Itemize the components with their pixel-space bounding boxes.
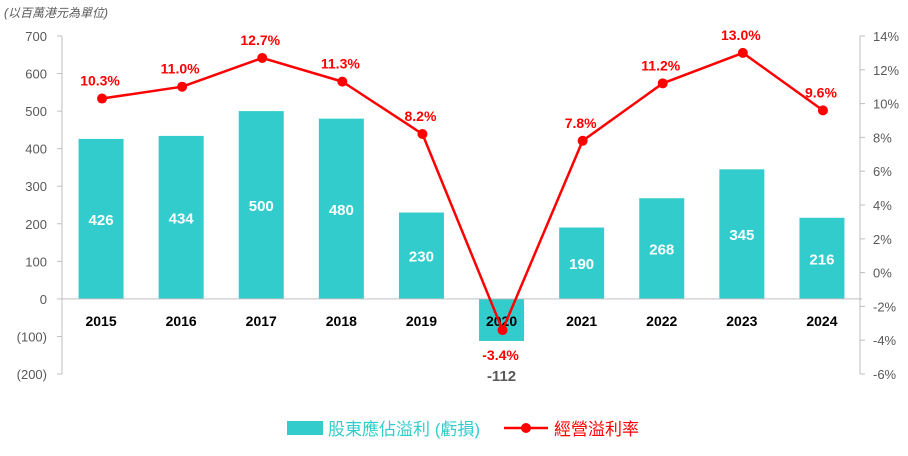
right-axis-tick-label: 12% xyxy=(873,63,899,78)
margin-value-label: 11.2% xyxy=(641,57,680,73)
margin-point xyxy=(817,105,828,116)
left-axis: 700 600 500 400 300 200 100 0 (100) (200) xyxy=(17,29,63,382)
bar-value-label: 268 xyxy=(649,242,674,259)
margin-value-label: 10.3% xyxy=(80,73,120,89)
margin-point xyxy=(577,135,588,146)
margin-point xyxy=(257,52,268,63)
right-axis-tick-label: 4% xyxy=(873,198,892,213)
right-axis-tick-label: -6% xyxy=(873,367,897,382)
right-axis-tick-label: 0% xyxy=(873,266,892,281)
bar-value-label: 230 xyxy=(409,249,434,266)
margin-value-label: 12.7% xyxy=(240,32,280,48)
margin-value-label: 13.0% xyxy=(721,27,761,43)
bar-value-label: -112 xyxy=(487,368,516,385)
right-axis-tick-label: 10% xyxy=(873,97,899,112)
bar-2018 xyxy=(318,118,364,299)
category-label: 2018 xyxy=(326,313,357,329)
left-axis-tick-label: (200) xyxy=(17,367,47,382)
left-axis-tick-label: (100) xyxy=(17,329,47,344)
legend-line-label: 經營溢利率 xyxy=(554,420,639,439)
margin-point xyxy=(177,81,188,92)
legend-bar-swatch xyxy=(287,421,323,435)
bar-2019 xyxy=(398,212,444,299)
bar-series: 426 434 500 480 230 -112 190 268 345 216 xyxy=(61,111,862,385)
left-axis-tick-label: 600 xyxy=(25,67,47,82)
margin-value-label: 11.3% xyxy=(321,56,360,72)
right-axis-tick-label: 14% xyxy=(873,29,899,44)
bar-2017 xyxy=(238,111,284,299)
bar-2021 xyxy=(559,227,605,299)
margin-line xyxy=(101,51,824,332)
left-axis-tick-label: 400 xyxy=(25,142,47,157)
left-axis-tick-label: 0 xyxy=(40,292,47,307)
line-series: 10.3% 11.0% 12.7% 11.3% 8.2% -3.4% 7.8% 11.2% 13… xyxy=(80,27,837,363)
right-axis-tick-label: 6% xyxy=(873,164,892,179)
legend-bar-label: 股東應佔溢利 (虧損) xyxy=(328,419,480,439)
category-label: 2024 xyxy=(806,313,837,329)
margin-value-label: 8.2% xyxy=(404,108,436,124)
category-label: 2016 xyxy=(166,313,197,329)
bar-value-label: 500 xyxy=(249,198,274,215)
category-labels: 2015 2016 2017 2018 2019 2020 2021 2022 2023 2024 xyxy=(85,313,837,329)
margin-value-label: 9.6% xyxy=(805,84,837,100)
right-axis: 14% 12% 10% 8% 6% 4% 2% 0% -2% -4% -6% xyxy=(859,29,899,382)
margin-point xyxy=(417,129,428,140)
bar-value-label: 190 xyxy=(569,256,594,273)
bar-value-label: 426 xyxy=(89,212,114,229)
margin-value-label: 7.8% xyxy=(565,115,597,131)
margin-value-label: -3.4% xyxy=(482,347,519,363)
bar-value-label: 434 xyxy=(169,210,195,227)
margin-point xyxy=(497,325,508,336)
left-axis-tick-label: 200 xyxy=(25,217,47,232)
bar-2024 xyxy=(799,217,845,299)
left-axis-tick-label: 300 xyxy=(25,179,47,194)
category-label: 2017 xyxy=(246,313,277,329)
legend-line-marker xyxy=(521,423,531,433)
category-label: 2020 xyxy=(486,313,517,329)
margin-point xyxy=(97,93,108,104)
unit-label: (以百萬港元為單位) xyxy=(4,6,108,20)
right-axis-tick-label: 2% xyxy=(873,232,892,247)
bar-2023 xyxy=(719,169,765,299)
margin-point xyxy=(337,76,348,87)
margin-value-label: 11.0% xyxy=(161,61,200,77)
category-label: 2023 xyxy=(726,313,757,329)
right-axis-tick-label: -2% xyxy=(873,299,897,314)
left-axis-tick-label: 500 xyxy=(25,104,47,119)
bar-2015 xyxy=(78,138,124,299)
right-axis-tick-label: -4% xyxy=(873,333,897,348)
category-label: 2015 xyxy=(85,313,116,329)
right-axis-tick-label: 8% xyxy=(873,130,892,145)
bar-value-label: 480 xyxy=(329,202,354,219)
category-label: 2019 xyxy=(406,313,437,329)
left-axis-tick-label: 100 xyxy=(25,254,47,269)
margin-point xyxy=(737,47,748,58)
category-label: 2022 xyxy=(646,313,677,329)
legend: 股東應佔溢利 (虧損) 經營溢利率 xyxy=(287,419,639,439)
bar-2022 xyxy=(639,198,685,299)
margin-point xyxy=(657,78,668,89)
bar-value-label: 345 xyxy=(729,227,754,244)
bar-value-label: 216 xyxy=(809,251,834,268)
category-label: 2021 xyxy=(566,313,597,329)
left-axis-tick-label: 700 xyxy=(25,29,47,44)
bar-2016 xyxy=(158,135,204,299)
